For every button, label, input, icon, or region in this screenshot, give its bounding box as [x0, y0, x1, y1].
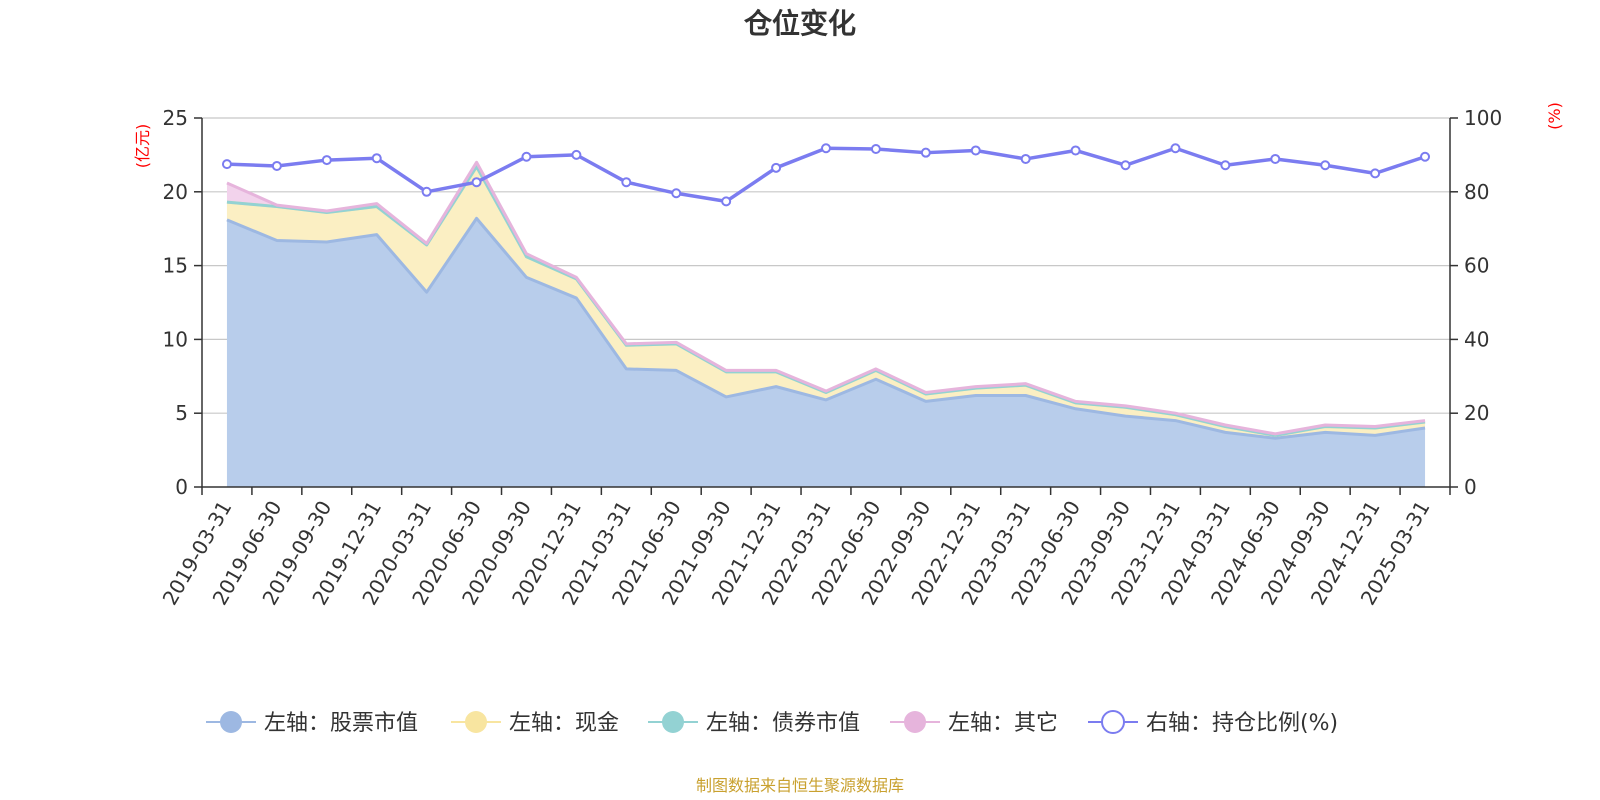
ratio-point-22 [1320, 160, 1331, 171]
left-tick-label-2: 10 [163, 327, 188, 351]
right-axis-unit: (%) [1545, 102, 1564, 130]
ratio-point-11 [771, 162, 782, 173]
ratio-point-4 [421, 186, 432, 197]
left-tick-label-0: 0 [175, 475, 188, 499]
right-tick-label-4: 80 [1464, 180, 1489, 204]
area-edge-0 [226, 216, 1426, 440]
right-tick-label-5: 100 [1464, 106, 1502, 130]
legend-label-1: 左轴：现金 [509, 711, 619, 736]
legend-swatch-circle-3 [904, 711, 926, 733]
area-edge-3 [226, 160, 1426, 436]
chart-title: 仓位变化 [744, 7, 856, 40]
legend-swatch-circle-4 [1101, 710, 1125, 734]
ratio-point-1 [271, 160, 282, 171]
area-series-layer [226, 160, 1426, 488]
ratio-point-16 [1020, 153, 1031, 164]
ratio-point-7 [571, 149, 582, 160]
ratio-point-0 [221, 159, 232, 170]
ratio-point-15 [970, 145, 981, 156]
ratio-line-layer [221, 143, 1431, 207]
left-tick-label-5: 25 [163, 106, 188, 130]
ratio-point-20 [1220, 160, 1231, 171]
legend-label-4: 右轴：持仓比例(%) [1146, 711, 1338, 736]
legend-label-3: 左轴：其它 [948, 711, 1058, 736]
ratio-line [226, 146, 1426, 204]
ratio-point-18 [1120, 160, 1131, 171]
ratio-point-13 [870, 143, 881, 154]
left-tick-label-4: 20 [163, 180, 188, 204]
legend-swatch-circle-0 [220, 711, 242, 733]
right-tick-label-1: 20 [1464, 401, 1489, 425]
ratio-point-2 [321, 155, 332, 166]
right-tick-label-3: 60 [1464, 254, 1489, 278]
ratio-point-24 [1420, 151, 1431, 162]
legend-swatch-circle-1 [465, 711, 487, 733]
legend-swatch-circle-2 [662, 711, 684, 733]
ratio-point-12 [821, 143, 831, 154]
area-0 [226, 218, 1426, 488]
ratio-point-5 [471, 177, 482, 188]
ratio-point-10 [721, 196, 732, 207]
left-tick-label-3: 15 [163, 254, 188, 278]
ratio-point-14 [920, 147, 931, 158]
ratio-point-6 [521, 151, 532, 162]
ratio-point-3 [371, 153, 382, 164]
legend: 左轴：股票市值 左轴：现金 左轴：债券市值 左轴：其它 右轴：持仓比例(%) [206, 710, 1338, 736]
right-tick-label-2: 40 [1464, 327, 1489, 351]
source-note: 制图数据来自恒生聚源数据库 [696, 776, 904, 795]
left-tick-label-1: 5 [175, 401, 188, 425]
ratio-point-8 [621, 177, 632, 188]
right-tick-label-0: 0 [1464, 475, 1477, 499]
ratio-point-23 [1370, 168, 1381, 179]
ratio-point-17 [1070, 145, 1081, 156]
ratio-point-19 [1170, 143, 1181, 154]
ratio-point-9 [671, 188, 682, 199]
legend-label-2: 左轴：债券市值 [706, 711, 860, 736]
left-axis-unit: (亿元) [133, 124, 152, 169]
legend-label-0: 左轴：股票市值 [264, 711, 418, 736]
ratio-point-21 [1270, 153, 1281, 164]
